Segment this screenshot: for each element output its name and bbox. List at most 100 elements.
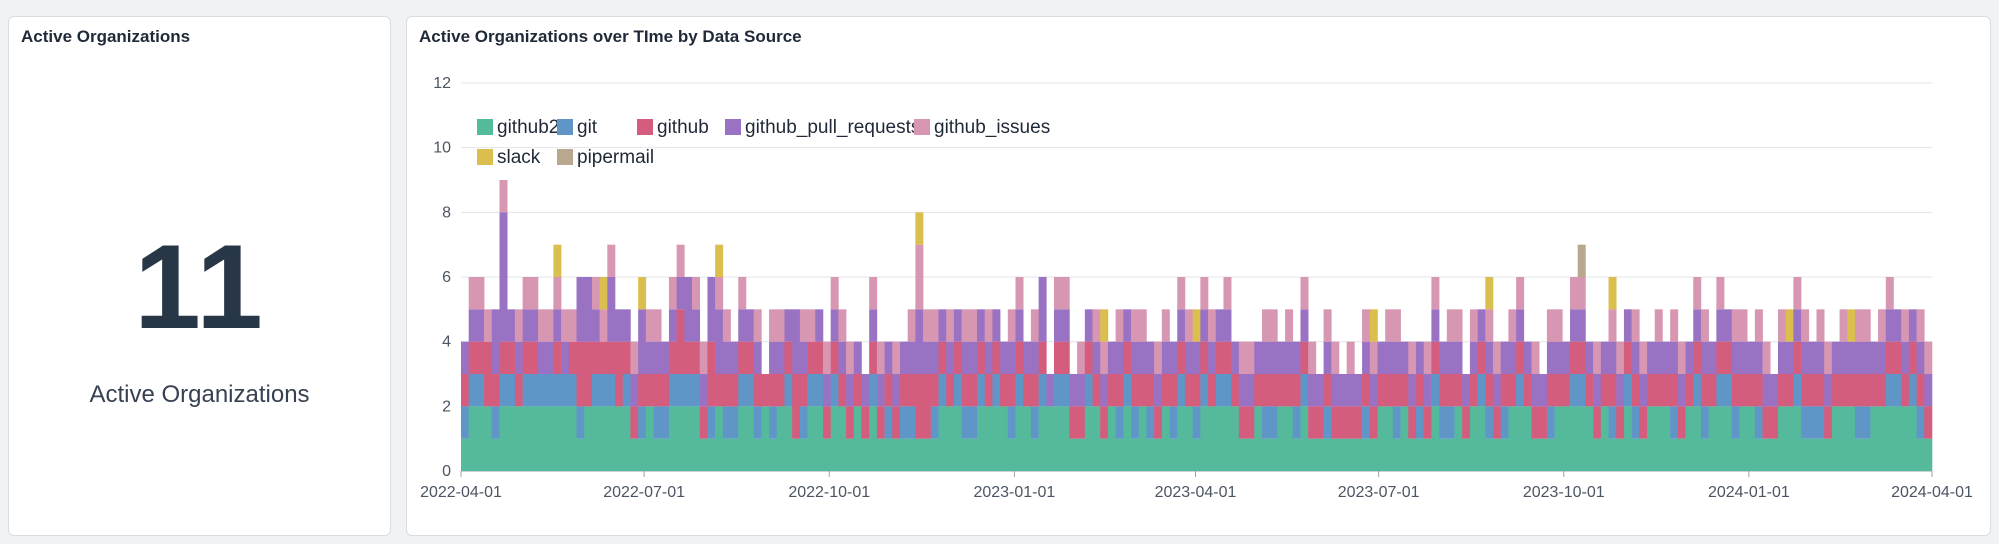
bar-segment-github2 <box>1924 438 1933 471</box>
bar-segment-github2 <box>591 406 600 471</box>
bar-segment-github_pull_requests <box>1639 374 1648 407</box>
bar-segment-github <box>969 374 978 407</box>
bar-segment-github <box>784 341 793 374</box>
bar-segment-github_pull_requests <box>915 309 924 374</box>
bar-segment-github <box>938 341 947 374</box>
bar-segment-github2 <box>830 406 839 471</box>
bar-segment-github_issues <box>1469 309 1478 342</box>
bar-segment-github <box>1908 341 1917 374</box>
bar-segment-github <box>1215 341 1224 374</box>
bar-segment-github_issues <box>1731 309 1740 342</box>
bar-segment-github <box>776 374 785 407</box>
bar-segment-github_pull_requests <box>1531 374 1540 407</box>
bar-segment-github_pull_requests <box>514 341 523 374</box>
bar-segment-git <box>1054 374 1063 407</box>
bar-segment-github_pull_requests <box>938 309 947 342</box>
bar-segment-git <box>722 406 731 439</box>
bar-segment-git <box>661 406 670 439</box>
bar-segment-github2 <box>1308 438 1317 471</box>
bar-segment-git <box>738 374 747 407</box>
bar-segment-git <box>676 374 685 407</box>
bar-segment-github_pull_requests <box>1131 341 1140 374</box>
bar-segment-github <box>1300 341 1309 374</box>
bar-segment-git <box>784 374 793 407</box>
bar-segment-github <box>715 374 724 407</box>
bar-segment-github <box>1546 374 1555 407</box>
bar-segment-github_issues <box>1100 341 1109 374</box>
bar-segment-github2 <box>761 406 770 471</box>
bar-segment-github <box>892 406 901 439</box>
legend-swatch-pipermail <box>557 149 573 165</box>
bar-segment-git <box>969 406 978 439</box>
bar-segment-github2 <box>514 406 523 471</box>
bar-segment-github2 <box>684 406 693 471</box>
bar-segment-github_pull_requests <box>591 309 600 342</box>
bar-segment-github <box>1531 406 1540 439</box>
bar-segment-github <box>1015 341 1024 374</box>
bar-segment-github_pull_requests <box>892 374 901 407</box>
bar-segment-git <box>884 406 893 439</box>
legend-swatch-slack <box>477 149 493 165</box>
bar-segment-github <box>1747 374 1756 407</box>
bar-segment-github <box>1731 374 1740 407</box>
bar-segment-github <box>1685 374 1694 407</box>
bar-segment-github_issues <box>668 277 677 310</box>
bar-segment-github_pull_requests <box>1115 341 1124 374</box>
bar-segment-github2 <box>1385 406 1394 471</box>
bar-segment-github_issues <box>630 341 639 374</box>
bar-segment-git <box>869 374 878 407</box>
bar-segment-git <box>1816 406 1825 439</box>
bar-segment-github <box>869 341 878 374</box>
bar-segment-github2 <box>630 438 639 471</box>
bar-segment-git <box>476 374 485 407</box>
bar-segment-git <box>1577 374 1586 407</box>
bar-segment-github_pull_requests <box>1508 341 1517 374</box>
bar-segment-github_issues <box>1878 309 1887 342</box>
bar-segment-git <box>907 406 916 439</box>
bar-segment-github2 <box>815 406 824 471</box>
bar-segment-github_pull_requests <box>1038 277 1047 342</box>
bar-segment-git <box>1200 374 1209 407</box>
bar-segment-github <box>1261 374 1270 407</box>
bar-segment-github_pull_requests <box>692 309 701 342</box>
bar-segment-github2 <box>1362 438 1371 471</box>
bar-segment-github2 <box>1246 438 1255 471</box>
bar-segment-github <box>1077 406 1086 439</box>
bar-segment-github_issues <box>846 341 855 374</box>
bar-segment-github_pull_requests <box>1254 341 1263 374</box>
bar-segment-github_issues <box>1369 341 1378 374</box>
bar-segment-github_issues <box>1285 309 1294 342</box>
bar-segment-github <box>1801 374 1810 407</box>
bar-segment-github <box>1816 374 1825 407</box>
bar-segment-github <box>1700 374 1709 407</box>
bar-segment-github2 <box>792 438 801 471</box>
bar-segment-github_pull_requests <box>1300 309 1309 342</box>
bar-segment-github_pull_requests <box>1030 341 1039 374</box>
bar-segment-github_pull_requests <box>1069 374 1078 407</box>
bar-segment-github_pull_requests <box>923 341 932 374</box>
bar-segment-github_pull_requests <box>1392 341 1401 374</box>
bar-segment-github <box>1469 374 1478 407</box>
bar-segment-github2 <box>584 406 593 471</box>
bar-segment-github2 <box>1708 406 1717 471</box>
bar-segment-github2 <box>1015 406 1024 471</box>
bar-segment-github2 <box>1231 406 1240 471</box>
bar-segment-git <box>1754 406 1763 439</box>
bar-segment-github <box>599 341 608 374</box>
bar-segment-github_issues <box>961 309 970 342</box>
bar-segment-github_pull_requests <box>1454 341 1463 374</box>
bar-segment-github_pull_requests <box>946 341 955 374</box>
bar-segment-github_pull_requests <box>1469 341 1478 374</box>
bar-segment-github2 <box>899 438 908 471</box>
bar-segment-github_pull_requests <box>1708 341 1717 374</box>
bar-segment-github2 <box>738 406 747 471</box>
bar-segment-github_pull_requests <box>799 341 808 374</box>
bar-segment-github_pull_requests <box>538 341 547 374</box>
bar-segment-github_pull_requests <box>715 309 724 374</box>
bar-segment-github_issues <box>799 309 808 342</box>
bar-segment-github_pull_requests <box>730 341 739 374</box>
bar-segment-github_issues <box>1839 309 1848 342</box>
bar-segment-github_pull_requests <box>899 341 908 374</box>
bar-segment-github_issues <box>1015 277 1024 310</box>
bar-segment-github2 <box>1277 406 1286 471</box>
